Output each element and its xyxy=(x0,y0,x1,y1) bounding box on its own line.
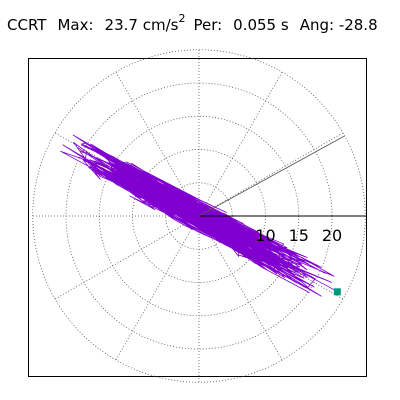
max-unit-exponent: 2 xyxy=(178,12,186,25)
motion-trace xyxy=(60,134,335,297)
grid-spoke-60 xyxy=(198,71,283,217)
max-value: 23.7 xyxy=(104,16,138,34)
ang-label: Ang: xyxy=(299,16,335,34)
per-value: 0.055 s xyxy=(233,16,289,34)
ang-value: -28.8 xyxy=(338,16,378,34)
plot-overlay: 10 15 20 xyxy=(198,135,366,296)
max-unit: cm/s xyxy=(142,16,179,34)
station-code: CCRT xyxy=(7,16,47,34)
peak-marker xyxy=(333,288,341,296)
grid-spoke-30 xyxy=(198,132,344,217)
grid-spoke-240 xyxy=(115,215,200,361)
grid-spoke-300 xyxy=(198,215,283,361)
plot-frame xyxy=(28,58,367,377)
max-label: Max: xyxy=(57,16,94,34)
ring-label-15: 15 xyxy=(289,226,309,245)
trace-path xyxy=(60,134,335,297)
plot-header: CCRT Max: 23.7 cm/s2 Per: 0.055 s Ang: -28.8 xyxy=(7,12,378,34)
per-label: Per: xyxy=(193,16,223,34)
direction-line xyxy=(198,135,345,217)
ring-label-10: 10 xyxy=(255,226,275,245)
grid-spoke-210 xyxy=(54,215,200,300)
ring-label-20: 20 xyxy=(322,226,342,245)
